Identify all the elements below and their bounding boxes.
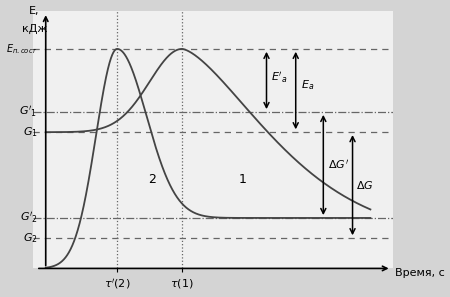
- Text: $G_1$: $G_1$: [23, 125, 38, 139]
- Text: 1: 1: [239, 173, 247, 186]
- Text: $\Delta G'$: $\Delta G'$: [328, 159, 349, 171]
- Text: $\Delta G$: $\Delta G$: [356, 179, 374, 191]
- Text: кДж: кДж: [22, 24, 47, 34]
- Text: $E_{п.сост}$: $E_{п.сост}$: [6, 42, 38, 56]
- Text: Время, с: Время, с: [395, 268, 445, 279]
- Text: 2: 2: [148, 173, 156, 186]
- Text: $E'_a$: $E'_a$: [271, 70, 288, 85]
- Text: $G_2$: $G_2$: [23, 231, 38, 245]
- Text: $E_a$: $E_a$: [301, 79, 314, 92]
- Text: $G'_2$: $G'_2$: [19, 211, 38, 225]
- Text: $G'_1$: $G'_1$: [19, 105, 38, 119]
- Text: E,: E,: [29, 6, 40, 16]
